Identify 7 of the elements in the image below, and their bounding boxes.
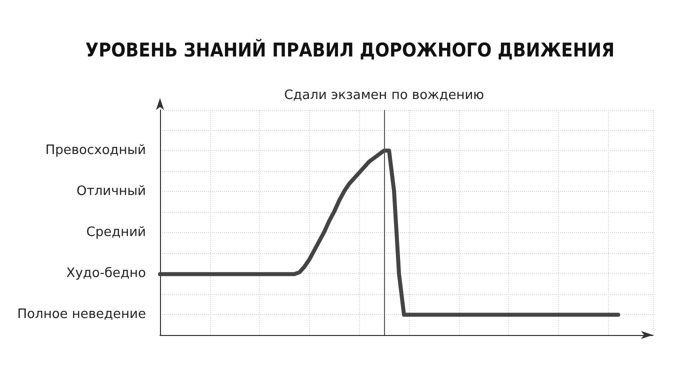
text: Превосходный xyxy=(45,143,146,158)
text: Сдали экзамен по вождению xyxy=(284,88,484,103)
text: Отличный xyxy=(76,184,146,200)
text: Полное неведение xyxy=(17,307,146,322)
text: Средний xyxy=(86,225,146,240)
text: Худо-бедно xyxy=(66,266,146,282)
chart-title: УРОВЕНЬ ЗНАНИЙ ПРАВИЛ ДОРОЖНОГО ДВИЖЕНИЯ xyxy=(85,38,615,62)
